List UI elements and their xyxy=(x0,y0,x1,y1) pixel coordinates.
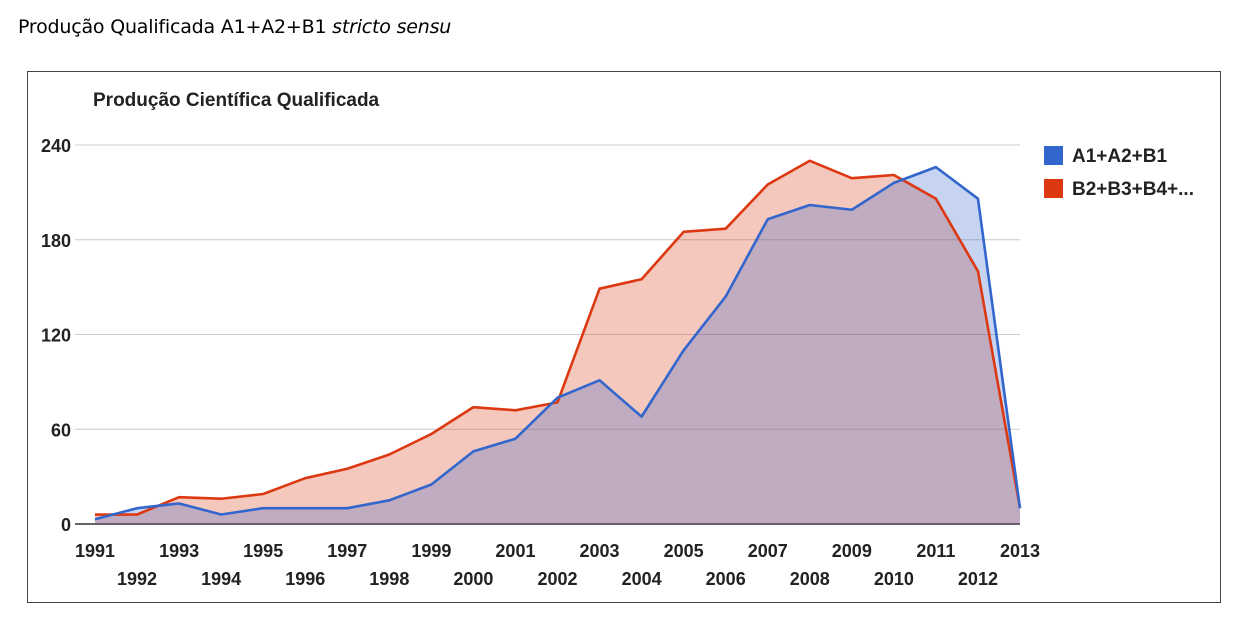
x-tick-label: 2006 xyxy=(706,569,746,589)
page-title-main: Produção Qualificada A1+A2+B1 xyxy=(18,16,333,38)
x-tick-label: 1996 xyxy=(285,569,325,589)
legend-label: B2+B3+B4+... xyxy=(1072,179,1194,200)
x-tick-label: 2013 xyxy=(1000,541,1040,561)
page-title: Produção Qualificada A1+A2+B1 stricto se… xyxy=(18,16,451,38)
grid-layer xyxy=(75,144,1020,525)
x-tick-label: 2011 xyxy=(916,541,955,561)
legend-swatch xyxy=(1044,179,1063,198)
x-tick-label: 1991 xyxy=(75,541,115,561)
x-tick-label: 2010 xyxy=(874,569,914,589)
x-tick-label: 1998 xyxy=(369,569,409,589)
x-tick-label: 2003 xyxy=(580,541,620,561)
x-tick-label: 2007 xyxy=(748,541,788,561)
series-line-b2-b3-b4 xyxy=(95,159,1022,516)
x-tick-label: 2008 xyxy=(790,569,830,589)
x-tick-label: 1997 xyxy=(327,541,367,561)
x-tick-label: 1999 xyxy=(411,541,451,561)
chart-svg: Produção Científica Qualificada 0 60 120 18… xyxy=(41,90,1194,589)
x-tick-label: 2001 xyxy=(495,541,535,561)
series-area-a1-a2-b1 xyxy=(95,167,1020,524)
x-tick-label: 2004 xyxy=(622,569,662,589)
line-layer xyxy=(94,159,1022,521)
chart-title: Produção Científica Qualificada xyxy=(93,90,380,111)
series-area-b2-b3-b4 xyxy=(95,160,1020,524)
x-axis-ticks: 1991 1993 1995 1997 1999 2001 2003 2005 2007 2009… xyxy=(75,541,1040,589)
y-axis-ticks: 0 60 120 180 240 xyxy=(41,136,71,535)
x-tick-label: 2000 xyxy=(453,569,493,589)
y-tick-label: 240 xyxy=(41,136,71,156)
y-tick-label: 0 xyxy=(61,515,71,535)
legend: A1+A2+B1 B2+B3+B4+... xyxy=(1044,146,1194,200)
legend-swatch xyxy=(1044,146,1063,165)
y-tick-label: 120 xyxy=(41,326,71,346)
legend-label: A1+A2+B1 xyxy=(1072,146,1167,167)
chart-frame: Produção Científica Qualificada 0 60 120 18… xyxy=(27,71,1221,603)
x-tick-label: 1995 xyxy=(243,541,283,561)
y-tick-label: 60 xyxy=(51,420,71,440)
area-layer xyxy=(95,160,1020,524)
x-tick-label: 2005 xyxy=(664,541,704,561)
x-tick-label: 2012 xyxy=(958,569,998,589)
x-tick-label: 2002 xyxy=(537,569,577,589)
y-tick-label: 180 xyxy=(41,231,71,251)
x-tick-label: 1994 xyxy=(201,569,241,589)
x-tick-label: 2009 xyxy=(832,541,872,561)
page-title-italic: stricto sensu xyxy=(332,16,452,38)
x-tick-label: 1993 xyxy=(159,541,199,561)
x-tick-label: 1992 xyxy=(117,569,157,589)
series-line-a1-a2-b1 xyxy=(94,165,1022,521)
